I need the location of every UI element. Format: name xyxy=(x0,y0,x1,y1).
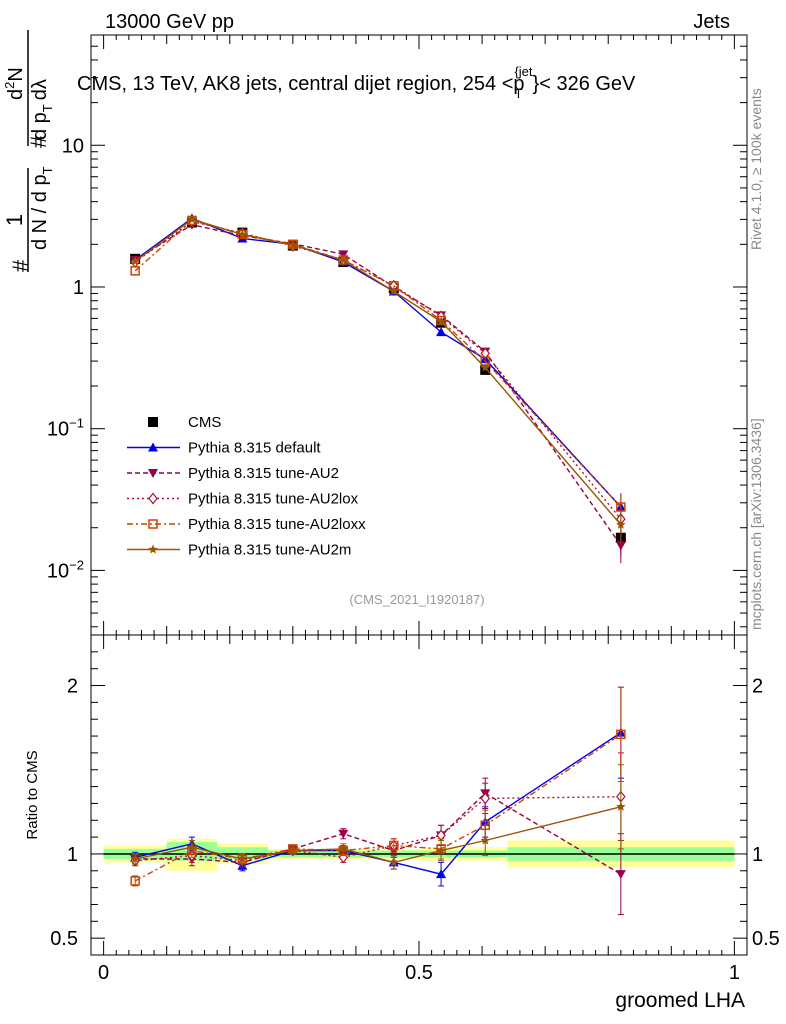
data-point-pythia-8-315-tune-au2lox xyxy=(480,347,490,360)
title-before: CMS, 13 TeV, AK8 jets, central dijet reg… xyxy=(77,73,525,95)
ratio-point-pythia-8-315-tune-au2m xyxy=(616,801,626,811)
watermark-label: (CMS_2021_I1920187) xyxy=(349,592,484,607)
legend-label: Pythia 8.315 tune-AU2loxx xyxy=(188,516,366,533)
ratio-point-pythia-8-315-tune-au2loxx xyxy=(616,729,626,740)
ratio-y-tick-label-right: 1 xyxy=(752,844,763,866)
legend-marker-pythia-8-315-tune-au2 xyxy=(148,469,158,478)
data-point-pythia-8-315-tune-au2m xyxy=(389,286,399,296)
main-y-tick-label: 10 xyxy=(62,135,84,157)
title-after: }< 326 GeV xyxy=(533,73,637,95)
legend-marker-pythia-8-315-default xyxy=(148,442,158,452)
legend-item-cms: CMS xyxy=(148,414,221,431)
ylabel-dndpt: d N / d pT xyxy=(29,166,55,250)
data-point-pythia-8-315-tune-au2m xyxy=(436,316,446,326)
main-y-ticks: 10−2 10−1 1 10 xyxy=(47,34,747,635)
ratio-y-tick-label: 1 xyxy=(67,844,78,866)
ylabel-hash2: # xyxy=(26,135,51,148)
legend-item-pythia-8-315-tune-au2lox: Pythia 8.315 tune-AU2lox xyxy=(127,491,359,508)
ylabel-dpt-dl: d pTdλ xyxy=(29,79,55,140)
ratio-y-tick-label: 2 xyxy=(67,676,78,698)
ratio-y-ticks: 0.5 0.5 1 1 2 2 xyxy=(50,634,780,956)
x-axis-label: groomed LHA xyxy=(615,989,745,1012)
ratio-series-pythia-8-315-tune-au2m xyxy=(130,764,626,870)
ratio-point-pythia-8-315-tune-au2m xyxy=(389,857,399,867)
ratio-y-tick-label-right: 0.5 xyxy=(752,928,780,950)
legend-marker-pythia-8-315-tune-au2lox xyxy=(148,492,158,505)
series-pythia-8-315-tune-au2lox xyxy=(130,215,626,537)
ratio-point-pythia-8-315-tune-au2m xyxy=(288,845,298,855)
ratio-panel: 0.5 0.51 12 2 0 0.5 1 Ratio to CMS groomed LH… xyxy=(24,634,780,1012)
data-point-pythia-8-315-tune-au2m xyxy=(237,229,248,239)
ratio-point-pythia-8-315-tune-au2m xyxy=(187,842,197,852)
ratio-point-pythia-8-315-default xyxy=(436,869,447,879)
data-point-pythia-8-315-tune-au2m xyxy=(288,240,298,250)
series-pythia-8-315-tune-au2m xyxy=(130,214,626,543)
data-point-pythia-8-315-tune-au2 xyxy=(615,541,626,551)
ratio-point-pythia-8-315-tune-au2lox xyxy=(480,792,490,805)
legend-marker-pythia-8-315-tune-au2loxx xyxy=(148,519,158,529)
data-point-pythia-8-315-tune-au2m xyxy=(480,362,490,372)
data-point-pythia-8-315-tune-au2m xyxy=(187,214,197,224)
header-right-label: Jets xyxy=(693,11,730,33)
mcplots-label: mcplots.cern.ch [arXiv:1306.3436] xyxy=(748,418,764,630)
series-line-pythia-8-315-default xyxy=(134,217,622,508)
legend-item-pythia-8-315-default: Pythia 8.315 default xyxy=(127,440,321,457)
legend-item-pythia-8-315-tune-au2m: Pythia 8.315 tune-AU2m xyxy=(127,542,351,559)
plot-title: CMS, 13 TeV, AK8 jets, central dijet reg… xyxy=(77,64,636,101)
ratio-y-axis-label: Ratio to CMS xyxy=(24,750,41,839)
ratio-frame xyxy=(90,634,748,956)
header-left-label: 13000 GeV pp xyxy=(105,11,234,33)
legend-label: CMS xyxy=(188,414,221,431)
legend-label: Pythia 8.315 tune-AU2lox xyxy=(188,491,359,508)
legend: CMS Pythia 8.315 default Pythia 8.315 tune… xyxy=(127,414,366,559)
ratio-point-pythia-8-315-tune-au2m xyxy=(436,845,446,855)
main-y-axis-label: # 1 d N / d pT # d2N d pTdλ xyxy=(2,30,55,272)
legend-item-pythia-8-315-tune-au2: Pythia 8.315 tune-AU2 xyxy=(127,465,339,482)
ratio-x-ticks: 0 0.5 1 xyxy=(98,635,740,984)
series-line-pythia-8-315-tune-au2 xyxy=(134,223,622,546)
uncertainty-band-inner xyxy=(217,847,268,859)
ylabel-one: 1 xyxy=(2,214,27,226)
ratio-point-pythia-8-315-tune-au2m xyxy=(338,843,349,853)
data-point-cms xyxy=(480,364,491,375)
legend-marker-cms xyxy=(148,417,158,427)
main-y-tick-label: 10−1 xyxy=(47,416,84,441)
data-point-pythia-8-315-tune-au2m xyxy=(616,519,626,529)
ratio-point-pythia-8-315-tune-au2loxx xyxy=(130,876,140,886)
x-tick-label: 1 xyxy=(729,962,740,984)
ratio-point-pythia-8-315-tune-au2m xyxy=(130,854,140,863)
ylabel-hash1: # xyxy=(8,259,33,272)
legend-marker-pythia-8-315-tune-au2m xyxy=(148,544,158,554)
rivet-version-label: Rivet 4.1.0, ≥ 100k events xyxy=(748,88,764,250)
main-y-tick-label: 10−2 xyxy=(47,557,84,582)
main-series-group xyxy=(130,213,626,564)
title-sup-jet: {jet xyxy=(514,64,532,79)
x-tick-label: 0.5 xyxy=(405,962,433,984)
legend-label: Pythia 8.315 tune-AU2m xyxy=(188,542,351,559)
main-panel: 10−2 10−1 1 10 CMS, 13 TeV, AK8 jets, centr… xyxy=(2,30,748,636)
data-point-pythia-8-315-default xyxy=(436,327,447,337)
ratio-bands xyxy=(103,838,735,871)
ratio-point-pythia-8-315-tune-au2loxx xyxy=(389,840,399,851)
ratio-point-pythia-8-315-tune-au2 xyxy=(615,870,626,880)
legend-label: Pythia 8.315 default xyxy=(188,440,321,457)
title-sub-t: T xyxy=(515,86,523,101)
legend-item-pythia-8-315-tune-au2loxx: Pythia 8.315 tune-AU2loxx xyxy=(127,516,366,533)
series-line-pythia-8-315-tune-au2loxx xyxy=(134,219,622,508)
ratio-y-tick-label-right: 2 xyxy=(752,676,763,698)
main-y-tick-label: 1 xyxy=(73,277,84,299)
ratio-point-pythia-8-315-tune-au2m xyxy=(237,854,248,863)
data-point-pythia-8-315-tune-au2loxx xyxy=(130,266,140,276)
data-point-pythia-8-315-tune-au2m xyxy=(130,256,140,266)
data-point-pythia-8-315-tune-au2m xyxy=(338,255,349,265)
ylabel-d2n: d2N xyxy=(2,67,27,100)
series-pythia-8-315-tune-au2 xyxy=(130,220,626,564)
legend-label: Pythia 8.315 tune-AU2 xyxy=(188,465,339,482)
ratio-point-pythia-8-315-tune-au2 xyxy=(338,829,349,839)
ratio-point-pythia-8-315-tune-au2m xyxy=(480,835,490,845)
x-tick-label: 0 xyxy=(98,962,109,984)
ratio-series-group xyxy=(130,686,626,916)
ratio-y-tick-label: 0.5 xyxy=(50,928,78,950)
